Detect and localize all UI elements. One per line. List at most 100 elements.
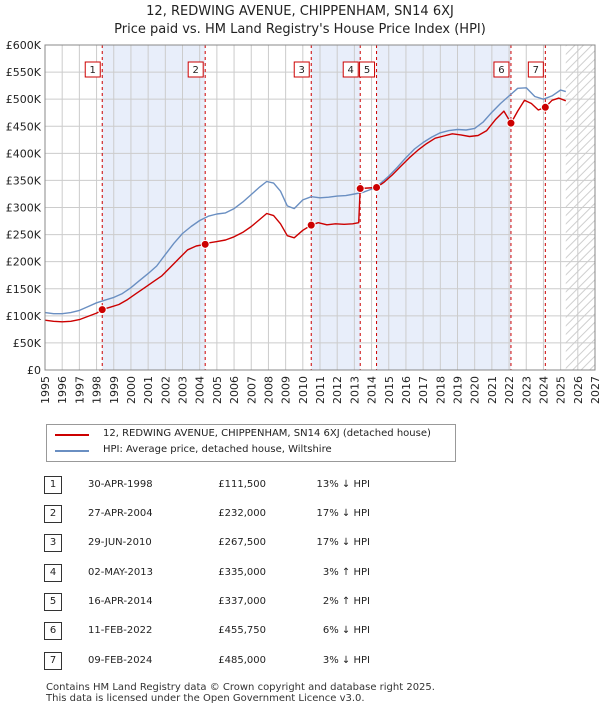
sale-label-box — [84, 61, 101, 78]
x-tick-label: 2020 — [469, 376, 482, 404]
x-tick-label: 1998 — [91, 376, 104, 404]
sale-label-box — [527, 61, 544, 78]
chart-subtitle: Price paid vs. HM Land Registry's House … — [114, 22, 486, 37]
sale-point — [540, 102, 550, 112]
legend-label-price-paid: 12, REDWING AVENUE, CHIPPENHAM, SN14 6XJ… — [103, 428, 431, 439]
y-tick-label: £500K — [6, 93, 42, 106]
sale-point — [506, 118, 516, 128]
sale-row: 4 02-MAY-2013 £335,000 3% ↑ HPI — [0, 564, 600, 588]
legend-label-hpi: HPI: Average price, detached house, Wilt… — [103, 444, 332, 455]
sale-date: 09-FEB-2024 — [88, 655, 153, 666]
sale-label-box — [187, 61, 204, 78]
sale-point — [200, 239, 210, 249]
x-tick-label: 1995 — [39, 376, 52, 404]
sale-date: 27-APR-2004 — [88, 508, 153, 519]
x-tick-label: 2006 — [228, 376, 241, 404]
sale-row: 2 27-APR-2004 £232,000 17% ↓ HPI — [0, 505, 600, 529]
sale-price: £485,000 — [218, 655, 266, 666]
sale-row: 3 29-JUN-2010 £267,500 17% ↓ HPI — [0, 534, 600, 558]
x-tick-label: 2026 — [572, 376, 585, 404]
sale-number-badge: 6 — [44, 622, 62, 640]
sale-point — [97, 305, 107, 315]
sale-number-badge: 3 — [44, 534, 62, 552]
sale-price: £232,000 — [218, 508, 266, 519]
sale-label-number: 2 — [193, 65, 199, 76]
y-tick-label: £100K — [6, 310, 42, 323]
sale-hpi-delta: 13% ↓ HPI — [316, 479, 370, 490]
x-tick-label: 2024 — [537, 376, 550, 404]
sale-label-number: 6 — [498, 65, 504, 76]
sale-hpi-delta: 3% ↓ HPI — [322, 655, 370, 666]
x-tick-label: 2008 — [262, 376, 275, 404]
sale-row: 6 11-FEB-2022 £455,750 6% ↓ HPI — [0, 622, 600, 646]
x-tick-label: 2017 — [417, 376, 430, 404]
y-tick-label: £400K — [6, 147, 42, 160]
sale-point — [306, 220, 316, 230]
y-tick-label: £0 — [27, 364, 41, 377]
sale-hpi-delta: 2% ↑ HPI — [322, 596, 370, 607]
sale-number-badge: 7 — [44, 652, 62, 670]
sale-price: £267,500 — [218, 537, 266, 548]
x-tick-label: 2018 — [434, 376, 447, 404]
sale-point — [355, 184, 365, 194]
y-tick-label: £350K — [6, 174, 42, 187]
chart-legend: 12, REDWING AVENUE, CHIPPENHAM, SN14 6XJ… — [46, 424, 456, 462]
sale-label-box — [293, 61, 310, 78]
sale-price: £337,000 — [218, 596, 266, 607]
sale-label-number: 1 — [90, 65, 96, 76]
x-tick-label: 2003 — [177, 376, 190, 404]
sale-row: 1 30-APR-1998 £111,500 13% ↓ HPI — [0, 476, 600, 500]
sale-label-number: 5 — [364, 65, 370, 76]
sale-label-box — [493, 61, 510, 78]
sale-label-box — [359, 61, 376, 78]
sale-number-badge: 5 — [44, 593, 62, 611]
sale-price: £111,500 — [218, 479, 266, 490]
x-tick-label: 2016 — [400, 376, 413, 404]
x-tick-label: 2021 — [486, 376, 499, 404]
sale-price: £455,750 — [218, 625, 266, 636]
sale-price: £335,000 — [218, 567, 266, 578]
sale-number-badge: 4 — [44, 564, 62, 582]
sale-date: 29-JUN-2010 — [88, 537, 152, 548]
y-tick-label: £550K — [6, 66, 42, 79]
x-tick-label: 2000 — [125, 376, 138, 404]
y-tick-label: £600K — [6, 39, 42, 52]
sale-number-badge: 2 — [44, 505, 62, 523]
y-tick-label: £150K — [6, 283, 42, 296]
x-tick-label: 2014 — [366, 376, 379, 404]
x-tick-label: 2002 — [159, 376, 172, 404]
x-tick-label: 2009 — [280, 376, 293, 404]
chart-title: 12, REDWING AVENUE, CHIPPENHAM, SN14 6XJ — [146, 4, 454, 19]
x-tick-label: 1997 — [73, 376, 86, 404]
x-tick-label: 2007 — [245, 376, 258, 404]
y-tick-label: £50K — [13, 337, 42, 350]
footer-licence: This data is licensed under the Open Gov… — [46, 693, 365, 704]
x-tick-label: 2001 — [142, 376, 155, 404]
sale-number-badge: 1 — [44, 476, 62, 494]
sale-label-number: 4 — [348, 65, 354, 76]
x-tick-label: 2011 — [314, 376, 327, 404]
sale-hpi-delta: 6% ↓ HPI — [322, 625, 370, 636]
y-tick-label: £450K — [6, 120, 42, 133]
sale-label-number: 7 — [533, 65, 539, 76]
x-tick-label: 2012 — [331, 376, 344, 404]
sale-date: 02-MAY-2013 — [88, 567, 154, 578]
sale-date: 16-APR-2014 — [88, 596, 153, 607]
sale-date: 11-FEB-2022 — [88, 625, 153, 636]
sale-label-box — [342, 61, 359, 78]
hpi-line — [44, 87, 567, 315]
sale-row: 7 09-FEB-2024 £485,000 3% ↓ HPI — [0, 652, 600, 676]
x-tick-label: 2015 — [383, 376, 396, 404]
x-tick-label: 2019 — [452, 376, 465, 404]
x-tick-label: 2005 — [211, 376, 224, 404]
sale-hpi-delta: 17% ↓ HPI — [316, 508, 370, 519]
sale-hpi-delta: 17% ↓ HPI — [316, 537, 370, 548]
sale-label-number: 3 — [299, 65, 305, 76]
sale-row: 5 16-APR-2014 £337,000 2% ↑ HPI — [0, 593, 600, 617]
price-chart: £0 £50K £100K £150K £200K £250K £300K £350K £400… — [6, 39, 600, 404]
x-tick-label: 2013 — [348, 376, 361, 404]
legend-swatch-hpi — [55, 450, 89, 452]
sale-hpi-delta: 3% ↑ HPI — [322, 567, 370, 578]
y-tick-label: £200K — [6, 256, 42, 269]
x-tick-label: 2027 — [589, 376, 600, 404]
